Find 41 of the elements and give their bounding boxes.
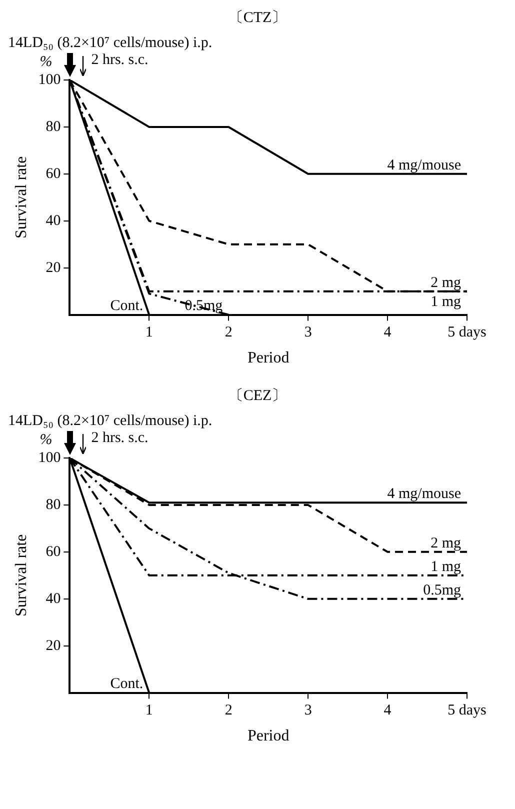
y-axis-title: Survival rate bbox=[12, 156, 30, 238]
series-label: 1 mg bbox=[430, 558, 462, 575]
series-label: 0.5mg bbox=[423, 582, 462, 598]
x-tick-label: 1 bbox=[145, 702, 153, 719]
chart-title: 〔CEZ〕 bbox=[227, 387, 288, 405]
text: 2 hrs. s.c. bbox=[91, 52, 148, 69]
series-label: 2 mg bbox=[430, 274, 462, 291]
text: 14LD₅₀ (8.2×10⁷ cells/mouse) i.p. bbox=[8, 413, 214, 430]
series-label: 1 mg bbox=[430, 294, 462, 310]
y-tick-label: 20 bbox=[46, 260, 61, 276]
y-tick-label: 40 bbox=[46, 212, 61, 229]
x-tick-label: 4 bbox=[384, 702, 392, 719]
y-tick-label: 80 bbox=[46, 496, 61, 513]
y-tick-label: 60 bbox=[46, 544, 61, 560]
x-tick-label: 2 bbox=[224, 324, 232, 341]
x-tick-label: 2 bbox=[224, 702, 232, 719]
x-tick-label: 3 bbox=[304, 324, 312, 341]
y-axis-title: Survival rate bbox=[12, 534, 30, 616]
y-tick-label: 80 bbox=[46, 118, 61, 135]
x-tick-label: 5 days bbox=[448, 324, 487, 341]
x-tick-label: 1 bbox=[145, 324, 153, 341]
series-label: 4 mg/mouse bbox=[387, 486, 462, 502]
x-tick-label: 3 bbox=[304, 702, 312, 719]
text: % bbox=[40, 432, 52, 449]
y-tick-label: 100 bbox=[38, 450, 61, 466]
x-tick-label: 5 days bbox=[448, 702, 487, 719]
x-axis-title: Period bbox=[247, 350, 290, 367]
y-tick-label: 60 bbox=[46, 166, 61, 182]
series-label: Cont. bbox=[110, 676, 144, 692]
text: % bbox=[40, 54, 52, 71]
chart-title: 〔CTZ〕 bbox=[227, 9, 288, 27]
series-label: Cont. bbox=[110, 298, 144, 314]
x-tick-label: 4 bbox=[384, 324, 392, 341]
series-label: 2 mg bbox=[430, 535, 462, 552]
text: 14LD₅₀ (8.2×10⁷ cells/mouse) i.p. bbox=[8, 35, 214, 52]
text: 2 hrs. s.c. bbox=[91, 430, 148, 447]
y-tick-label: 100 bbox=[38, 72, 61, 88]
series-label: 4 mg/mouse bbox=[387, 157, 462, 174]
y-tick-label: 40 bbox=[46, 590, 61, 607]
x-axis-title: Period bbox=[247, 728, 290, 745]
y-tick-label: 20 bbox=[46, 638, 61, 654]
